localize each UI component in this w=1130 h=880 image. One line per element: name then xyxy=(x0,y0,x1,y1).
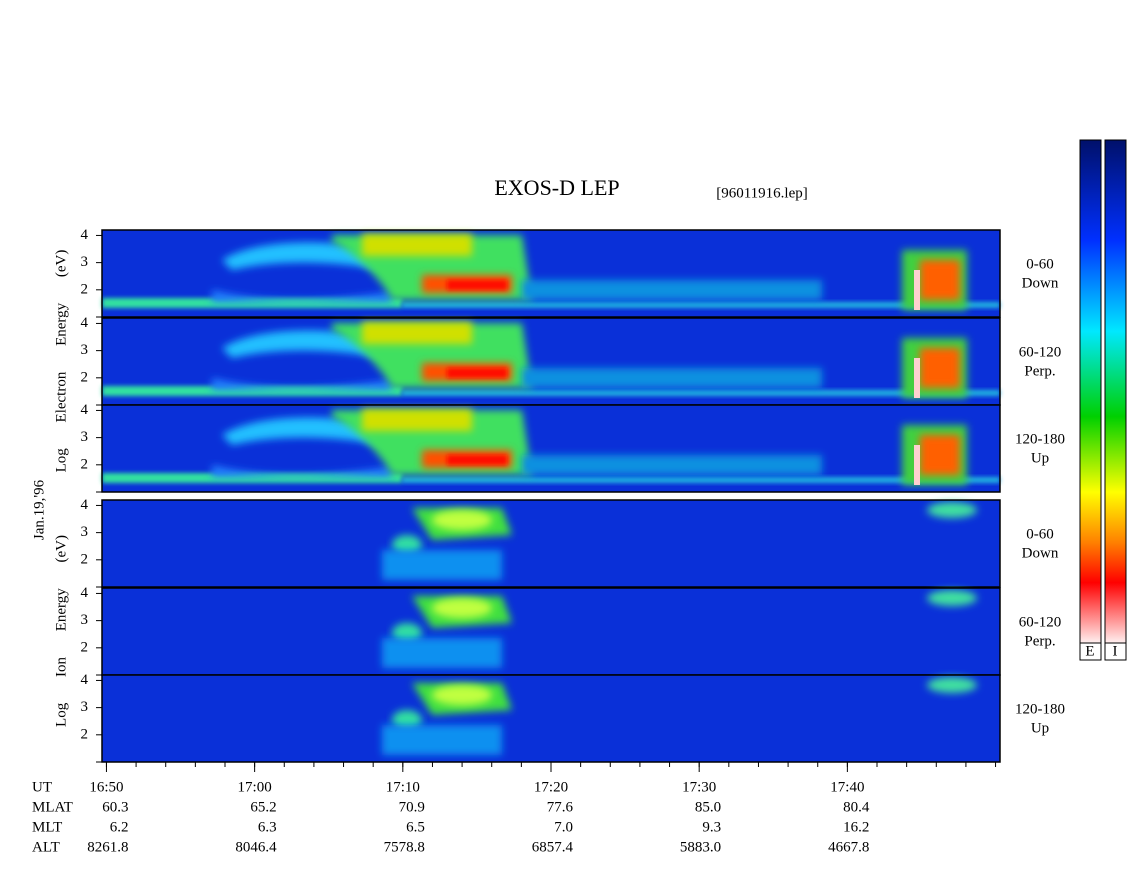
date-label: Jan.19,'96 xyxy=(31,479,47,540)
y-axis-label: Log Ion Energy (eV) xyxy=(53,535,69,727)
x-tick-label: 17:30 xyxy=(682,779,716,795)
colorbar xyxy=(1079,139,1102,644)
ephemeris-value: 70.9 xyxy=(399,799,425,815)
y-tick-label: 3 xyxy=(81,524,89,540)
y-tick-label: 3 xyxy=(81,429,89,445)
spectrogram-background xyxy=(102,500,1000,587)
spectrogram-background xyxy=(102,675,1000,762)
y-tick-label: 4 xyxy=(81,497,89,513)
panel-frame xyxy=(101,404,1001,493)
ephemeris-value: 7.0 xyxy=(554,819,573,835)
spectrogram-background xyxy=(102,588,1000,675)
ephemeris-value: 65.2 xyxy=(250,799,276,815)
colorbar-label: E xyxy=(1085,643,1094,659)
ephemeris-value: 4667.8 xyxy=(828,839,869,855)
ephemeris-value: 8046.4 xyxy=(235,839,277,855)
panel-angle: 60-120 xyxy=(1019,614,1062,630)
ephemeris-value: 8261.8 xyxy=(87,839,128,855)
x-tick-label: 17:00 xyxy=(238,779,272,795)
file-label: [96011916.lep] xyxy=(716,185,808,201)
y-tick-label: 4 xyxy=(81,672,89,688)
panel-angle: 120-180 xyxy=(1015,701,1065,717)
panel-angle: 120-180 xyxy=(1015,431,1065,447)
ephemeris-value: 5883.0 xyxy=(680,839,721,855)
ephemeris-value: 77.6 xyxy=(547,799,574,815)
y-tick-label: 3 xyxy=(81,612,89,628)
ephemeris-label: UT xyxy=(32,779,52,795)
panel-frame xyxy=(101,229,1001,318)
ephemeris-value: 6.3 xyxy=(258,819,277,835)
y-tick-label: 2 xyxy=(81,551,89,567)
y-tick-label: 3 xyxy=(81,254,89,270)
colorbar-box xyxy=(1104,642,1127,661)
x-tick-label: 16:50 xyxy=(89,779,123,795)
panel-angle: 60-120 xyxy=(1019,344,1062,360)
panel-angle: 0-60 xyxy=(1026,526,1054,542)
ephemeris-value: 6.5 xyxy=(406,819,425,835)
ephemeris-value: 16.2 xyxy=(843,819,869,835)
panel-direction: Down xyxy=(1022,545,1059,561)
y-tick-label: 2 xyxy=(81,456,89,472)
panel-angle: 0-60 xyxy=(1026,256,1054,272)
colorbar-box xyxy=(1079,642,1102,661)
ephemeris-value: 80.4 xyxy=(843,799,870,815)
panel-direction: Down xyxy=(1022,275,1059,291)
x-tick-label: 17:10 xyxy=(386,779,420,795)
y-tick-label: 4 xyxy=(81,585,89,601)
ephemeris-label: MLT xyxy=(32,819,62,835)
y-tick-label: 4 xyxy=(81,315,89,331)
colorbar xyxy=(1104,139,1127,644)
ephemeris-label: MLAT xyxy=(32,799,73,815)
ephemeris-value: 60.3 xyxy=(102,799,128,815)
chart-title: EXOS-D LEP xyxy=(494,175,619,200)
colorbar-label: I xyxy=(1113,643,1118,659)
panel-direction: Perp. xyxy=(1024,363,1055,379)
panel-frame xyxy=(101,499,1001,588)
y-tick-label: 2 xyxy=(81,281,89,297)
y-tick-label: 4 xyxy=(81,402,89,418)
y-tick-label: 2 xyxy=(81,726,89,742)
ephemeris-value: 9.3 xyxy=(702,819,721,835)
ephemeris-value: 85.0 xyxy=(695,799,721,815)
y-axis-label: Log Electron Energy (eV) xyxy=(53,250,69,473)
ephemeris-value: 6.2 xyxy=(110,819,129,835)
panel-direction: Up xyxy=(1031,450,1049,466)
x-tick-label: 17:40 xyxy=(830,779,864,795)
y-tick-label: 4 xyxy=(81,227,89,243)
y-tick-label: 2 xyxy=(81,369,89,385)
panel-direction: Perp. xyxy=(1024,633,1055,649)
ephemeris-value: 7578.8 xyxy=(384,839,425,855)
ephemeris-value: 6857.4 xyxy=(532,839,574,855)
x-tick-label: 17:20 xyxy=(534,779,568,795)
y-tick-label: 3 xyxy=(81,699,89,715)
y-tick-label: 3 xyxy=(81,342,89,358)
panel-direction: Up xyxy=(1031,720,1049,736)
y-tick-label: 2 xyxy=(81,639,89,655)
ephemeris-label: ALT xyxy=(32,839,60,855)
